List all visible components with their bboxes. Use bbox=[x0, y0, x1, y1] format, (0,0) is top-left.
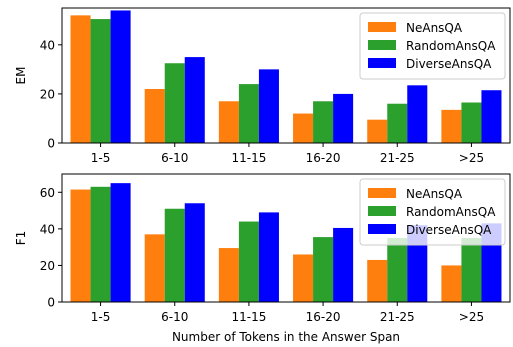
bar-diverseansqa-1 bbox=[184, 57, 205, 144]
bar-neansqa-2 bbox=[218, 248, 239, 302]
legend-swatch-randomansqa bbox=[368, 206, 396, 216]
bar-diverseansqa-4 bbox=[407, 85, 428, 143]
bar-neansqa-5 bbox=[441, 265, 462, 302]
legend: NeAnsQA RandomAnsQA DiverseAnsQA bbox=[359, 12, 506, 80]
x-axis-label: Number of Tokens in the Answer Span bbox=[172, 330, 400, 344]
bar-neansqa-1 bbox=[144, 89, 165, 143]
x-tick-label: >25 bbox=[459, 310, 484, 324]
bar-diverseansqa-5 bbox=[481, 90, 502, 143]
x-tick-label: 21-25 bbox=[380, 151, 415, 165]
bar-randomansqa-4 bbox=[387, 103, 408, 143]
bar-randomansqa-0 bbox=[90, 19, 111, 143]
legend-label-randomansqa: RandomAnsQA bbox=[406, 39, 496, 53]
x-tick-label: 11-15 bbox=[231, 310, 266, 324]
bar-neansqa-4 bbox=[367, 119, 388, 143]
bar-diverseansqa-2 bbox=[258, 69, 279, 143]
bar-neansqa-0 bbox=[70, 189, 91, 302]
axes-frame bbox=[61, 7, 511, 144]
x-tick-label: 16-20 bbox=[306, 310, 341, 324]
legend-label-neansqa: NeAnsQA bbox=[406, 21, 463, 35]
x-tick-label: 21-25 bbox=[380, 310, 415, 324]
x-tick-label: >25 bbox=[459, 151, 484, 165]
bar-neansqa-3 bbox=[293, 254, 314, 302]
bar-diverseansqa-2 bbox=[258, 212, 279, 302]
bar-randomansqa-0 bbox=[90, 186, 111, 302]
bar-diverseansqa-0 bbox=[110, 183, 131, 302]
bar-neansqa-5 bbox=[441, 109, 462, 143]
legend-label-neansqa: NeAnsQA bbox=[406, 187, 463, 201]
legend-swatch-neansqa bbox=[368, 188, 396, 198]
bar-randomansqa-1 bbox=[164, 208, 185, 302]
y-tick-label: 0 bbox=[47, 296, 55, 310]
bar-neansqa-1 bbox=[144, 234, 165, 302]
legend: NeAnsQA RandomAnsQA DiverseAnsQA bbox=[359, 178, 506, 246]
bar-diverseansqa-3 bbox=[333, 227, 354, 302]
x-tick-label: 16-20 bbox=[306, 151, 341, 165]
y-tick-label: 20 bbox=[40, 259, 55, 273]
bar-randomansqa-5 bbox=[461, 238, 482, 302]
legend-box bbox=[359, 12, 506, 80]
legend-swatch-neansqa bbox=[368, 22, 396, 32]
legend-swatch-diverseansqa bbox=[368, 58, 396, 68]
y-tick-label: 60 bbox=[40, 186, 55, 200]
bar-diverseansqa-0 bbox=[110, 10, 131, 144]
bar-randomansqa-2 bbox=[238, 84, 259, 143]
bar-neansqa-0 bbox=[70, 15, 91, 143]
x-tick-label: 11-15 bbox=[231, 151, 266, 165]
bar-diverseansqa-3 bbox=[333, 93, 354, 143]
bar-randomansqa-4 bbox=[387, 238, 408, 302]
bar-randomansqa-3 bbox=[313, 101, 334, 143]
axes-frame bbox=[61, 173, 511, 303]
x-tick-label: 1-5 bbox=[91, 310, 111, 324]
bar-neansqa-4 bbox=[367, 259, 388, 302]
y-tick-label: 40 bbox=[40, 38, 55, 52]
bar-randomansqa-5 bbox=[461, 102, 482, 143]
y-tick-label: 20 bbox=[40, 87, 55, 101]
chart-panel-em: 0 20 40 1-5 6-10 11-15 16-20 21-25 >25 EM NeAnsQA R… bbox=[14, 7, 511, 165]
legend-swatch-randomansqa bbox=[368, 40, 396, 50]
x-tick-label: 6-10 bbox=[161, 151, 188, 165]
legend-label-diverseansqa: DiverseAnsQA bbox=[406, 57, 492, 71]
legend-label-randomansqa: RandomAnsQA bbox=[406, 205, 496, 219]
legend-box bbox=[359, 178, 506, 246]
x-tick-label: 6-10 bbox=[161, 310, 188, 324]
bar-randomansqa-2 bbox=[238, 221, 259, 302]
y-axis-label: F1 bbox=[14, 231, 28, 246]
y-tick-label: 0 bbox=[47, 137, 55, 151]
bar-diverseansqa-1 bbox=[184, 203, 205, 302]
chart-panel-f1: 0 20 40 60 1-5 6-10 11-15 16-20 21-25 >25 F1 Number… bbox=[14, 173, 511, 344]
bar-neansqa-3 bbox=[293, 113, 314, 143]
legend-label-diverseansqa: DiverseAnsQA bbox=[406, 223, 492, 237]
bar-randomansqa-1 bbox=[164, 63, 185, 144]
bar-neansqa-2 bbox=[218, 101, 239, 143]
y-axis-label: EM bbox=[14, 67, 28, 85]
bar-randomansqa-3 bbox=[313, 237, 334, 302]
x-tick-label: 1-5 bbox=[91, 151, 111, 165]
legend-swatch-diverseansqa bbox=[368, 224, 396, 234]
y-tick-label: 40 bbox=[40, 222, 55, 236]
